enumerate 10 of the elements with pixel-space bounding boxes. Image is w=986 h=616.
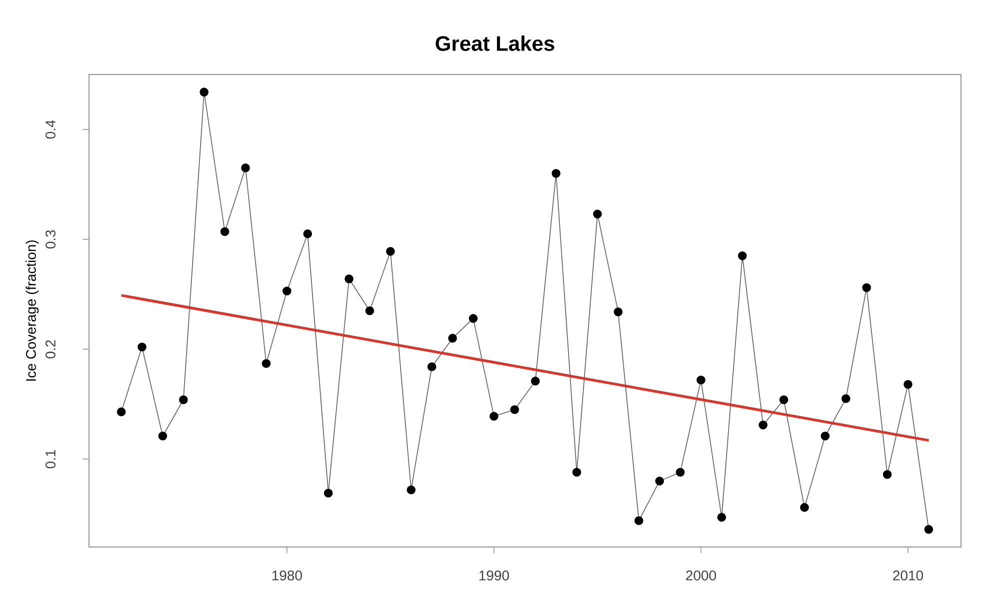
- y-tick-label: 0.4: [46, 120, 56, 139]
- y-axis-title: Ice Coverage (fraction): [26, 240, 39, 381]
- y-tick-label: 0.2: [46, 340, 56, 358]
- y-tick-label: 0.3: [46, 230, 56, 248]
- x-tick-label: 2010: [893, 570, 924, 580]
- x-tick-label: 1990: [479, 570, 509, 580]
- x-tick-label: 1980: [272, 570, 302, 580]
- y-tick-label: 0.1: [46, 450, 56, 468]
- chart-title: Great Lakes: [436, 36, 554, 51]
- x-tick-label: 2000: [686, 570, 716, 580]
